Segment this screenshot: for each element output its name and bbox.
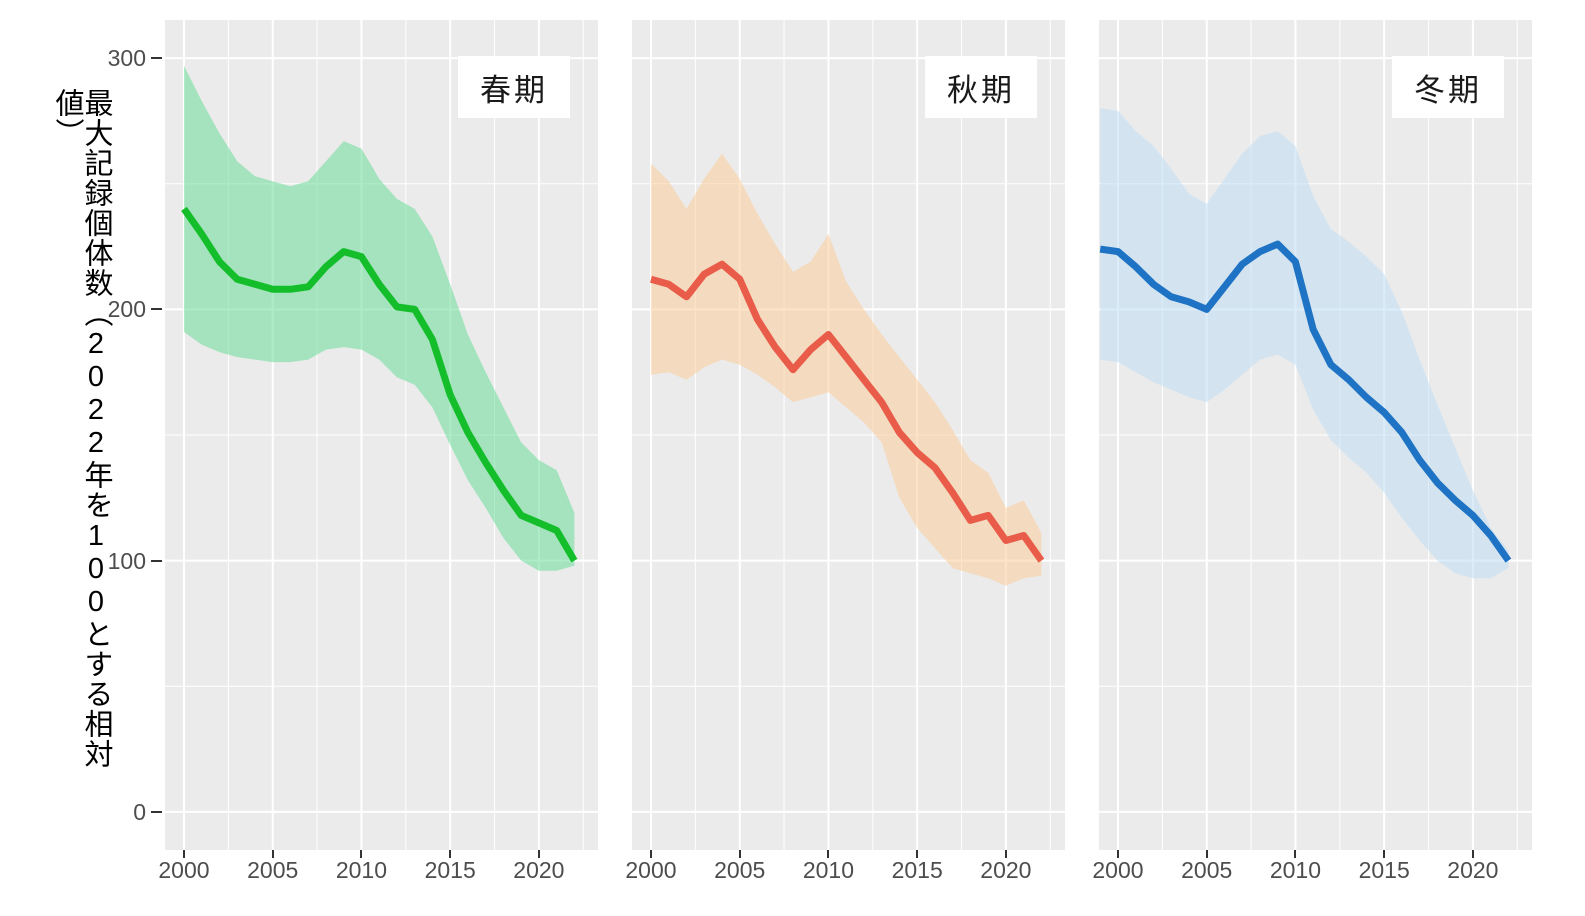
x-tick-label: 2005	[247, 857, 299, 883]
panel-autumn: 秋期	[632, 20, 1065, 850]
x-tick-label: 2015	[891, 857, 943, 883]
trend-line	[1099, 240, 1512, 563]
y-tick-mark	[151, 559, 162, 562]
x-tick-mark	[649, 850, 652, 858]
x-tick-label: 2005	[714, 857, 766, 883]
x-tick-mark	[738, 850, 741, 858]
facet-label-winter-text: 冬期	[1414, 72, 1482, 108]
x-tick-mark	[1116, 850, 1119, 858]
panel-winter: 冬期	[1099, 20, 1532, 850]
x-tick-mark	[1004, 850, 1007, 858]
x-tick-label: 2005	[1181, 857, 1233, 883]
x-tick-label: 2015	[1358, 857, 1410, 883]
y-tick-label: 100	[107, 547, 146, 574]
y-tick-label: 200	[107, 296, 146, 323]
y-tick-label: 300	[107, 45, 146, 72]
y-tick-mark	[151, 308, 162, 311]
x-tick-label: 2000	[1092, 857, 1144, 883]
winter-chart	[1099, 20, 1532, 850]
x-tick-label: 2015	[424, 857, 476, 883]
x-tick-mark	[182, 850, 185, 858]
y-axis-title: 最大記録個体数（2022年を100とする相対値）	[51, 88, 112, 769]
x-tick-mark	[449, 850, 452, 858]
facet-label-autumn: 秋期	[925, 56, 1037, 118]
x-tick-label: 2020	[513, 857, 565, 883]
confidence-ribbon	[1100, 108, 1509, 579]
x-tick-label: 2010	[1269, 857, 1322, 883]
x-tick-mark	[1294, 850, 1297, 858]
x-tick-mark	[271, 850, 274, 858]
y-tick-label: 0	[133, 798, 146, 825]
x-tick-label: 2000	[625, 857, 677, 883]
trend-line	[650, 260, 1045, 563]
x-tick-mark	[1205, 850, 1208, 858]
facet-label-autumn-text: 秋期	[947, 72, 1015, 108]
facet-label-spring: 春期	[458, 56, 570, 118]
x-tick-mark	[537, 850, 540, 858]
spring-chart	[165, 20, 598, 850]
y-tick-mark	[151, 57, 162, 60]
x-tick-mark	[827, 850, 830, 858]
x-tick-mark	[1383, 850, 1386, 858]
autumn-chart	[632, 20, 1065, 850]
x-tick-mark	[916, 850, 919, 858]
x-tick-label: 2010	[335, 857, 388, 883]
panel-spring: 春期	[165, 20, 598, 850]
trend-line	[181, 206, 578, 563]
confidence-ribbon	[184, 65, 575, 571]
y-tick-mark	[151, 810, 162, 813]
x-tick-label: 2020	[980, 857, 1032, 883]
x-tick-label: 2020	[1447, 857, 1499, 883]
x-tick-mark	[360, 850, 363, 858]
facet-label-spring-text: 春期	[480, 72, 548, 108]
facet-label-winter: 冬期	[1392, 56, 1504, 118]
x-tick-mark	[1471, 850, 1474, 858]
confidence-ribbon	[651, 153, 1042, 586]
x-tick-label: 2010	[802, 857, 855, 883]
x-tick-label: 2000	[158, 857, 210, 883]
